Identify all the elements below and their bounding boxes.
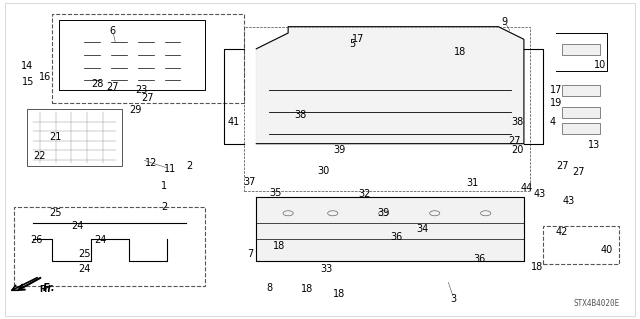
Text: 42: 42	[556, 227, 568, 237]
Text: 39: 39	[378, 208, 390, 218]
Text: 18: 18	[333, 289, 345, 299]
Text: 22: 22	[33, 151, 46, 161]
Text: 33: 33	[320, 263, 333, 274]
Text: 26: 26	[30, 235, 43, 245]
Text: 31: 31	[467, 178, 479, 188]
Text: 8: 8	[266, 283, 272, 293]
Bar	[27, 109, 122, 166]
Text: Fr.: Fr.	[40, 285, 51, 294]
Text: 5: 5	[349, 39, 355, 49]
Text: 34: 34	[416, 224, 428, 234]
Text: 1: 1	[161, 182, 167, 191]
Text: 27: 27	[107, 82, 119, 92]
Text: 27: 27	[508, 136, 520, 145]
Text: 10: 10	[595, 60, 607, 70]
Text: 27: 27	[141, 93, 154, 103]
Text: 18: 18	[273, 241, 285, 251]
Text: 40: 40	[600, 245, 613, 255]
Text: 6: 6	[110, 26, 116, 36]
Text: 19: 19	[550, 98, 562, 108]
Text: 2: 2	[161, 202, 167, 212]
Text: 36: 36	[473, 254, 485, 264]
Text: 25: 25	[78, 249, 90, 259]
Bar	[543, 226, 620, 264]
Text: 18: 18	[454, 47, 467, 57]
Text: 18: 18	[301, 284, 314, 294]
Bar	[52, 14, 244, 103]
Bar	[562, 44, 600, 55]
Text: 32: 32	[358, 189, 371, 199]
Text: 11: 11	[164, 164, 177, 174]
Text: 3: 3	[451, 293, 457, 304]
Text: 24: 24	[78, 263, 90, 274]
Text: 38: 38	[295, 110, 307, 120]
Polygon shape	[256, 27, 524, 144]
Bar	[244, 27, 531, 191]
Text: 24: 24	[72, 221, 84, 231]
Text: 12: 12	[145, 158, 157, 168]
Text: 13: 13	[588, 140, 600, 150]
Text: 21: 21	[49, 132, 61, 142]
Text: 4: 4	[550, 116, 556, 127]
Bar	[562, 107, 600, 118]
Text: 25: 25	[49, 208, 62, 218]
Text: 18: 18	[531, 262, 543, 272]
Text: 39: 39	[333, 145, 345, 155]
Bar	[562, 123, 600, 134]
Text: 7: 7	[247, 249, 253, 259]
Text: 30: 30	[317, 166, 330, 175]
Text: 9: 9	[502, 17, 508, 27]
Text: 43: 43	[563, 196, 575, 206]
Text: 27: 27	[556, 161, 568, 171]
Bar	[14, 207, 205, 286]
Text: 28: 28	[91, 78, 103, 89]
Text: 24: 24	[94, 235, 106, 245]
Text: 44: 44	[521, 183, 533, 193]
Text: 23: 23	[136, 85, 148, 95]
Text: STX4B4020E: STX4B4020E	[573, 299, 620, 308]
Text: 43: 43	[534, 189, 546, 199]
Text: 38: 38	[511, 116, 524, 127]
Text: 29: 29	[129, 106, 141, 115]
Text: 17: 17	[550, 85, 562, 95]
Text: 27: 27	[572, 167, 584, 177]
Text: 20: 20	[511, 145, 524, 155]
Bar	[562, 85, 600, 96]
Text: 15: 15	[22, 77, 35, 87]
Text: 35: 35	[269, 188, 282, 198]
Polygon shape	[256, 197, 524, 261]
Text: 14: 14	[20, 61, 33, 71]
Text: 36: 36	[390, 232, 403, 242]
Text: 16: 16	[38, 72, 51, 82]
Text: Fr.: Fr.	[43, 283, 56, 293]
Text: 41: 41	[228, 116, 240, 127]
Text: 37: 37	[244, 177, 256, 187]
Text: 17: 17	[352, 34, 364, 44]
Text: 2: 2	[186, 161, 193, 171]
